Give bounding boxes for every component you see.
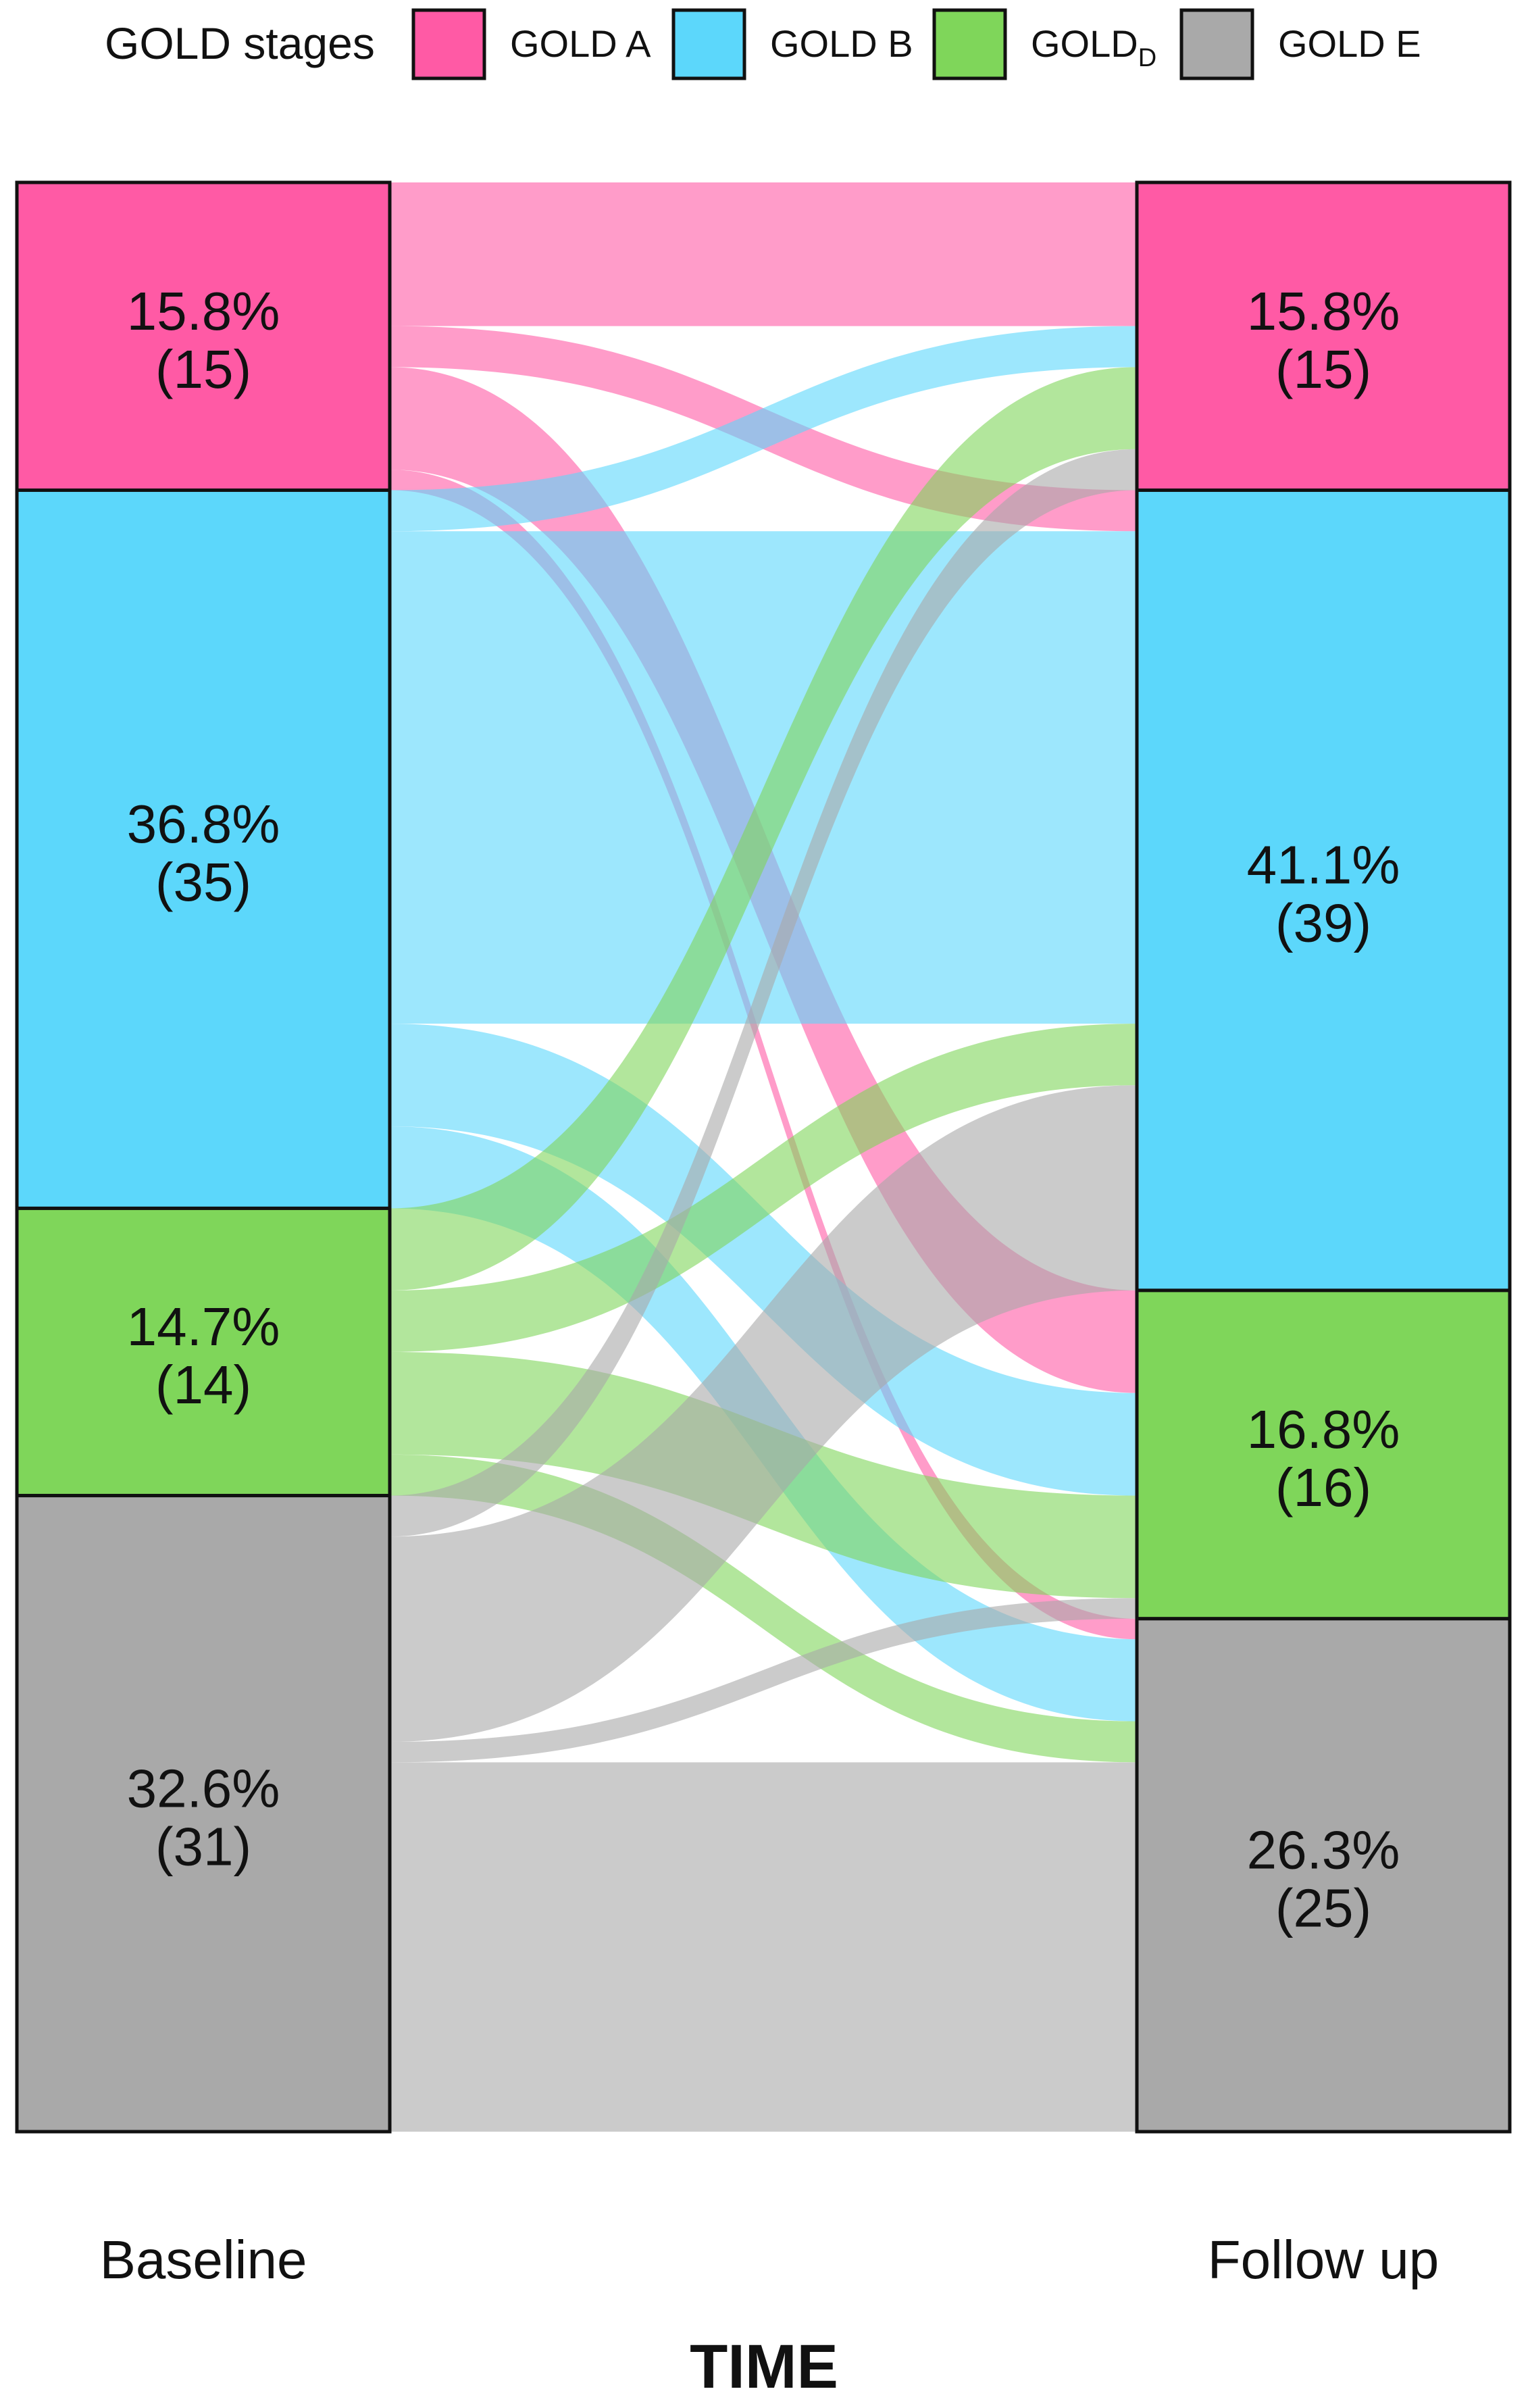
baseline-bar-gold-e: [15, 1494, 392, 2134]
follow-up-bar-gold-b: [1135, 488, 1512, 1293]
follow-up-percent-gold-b: 41.1%: [1247, 835, 1400, 895]
follow-up-percent-gold-e: 26.3%: [1247, 1820, 1400, 1880]
flow-gold-d-to-gold-b: [390, 1024, 1137, 1352]
legend-swatch-gold-a: [411, 8, 486, 80]
legend-label-subscript: D: [1138, 44, 1156, 72]
legend-label-main: GOLD: [1031, 22, 1138, 65]
x-axis-title: TIME: [690, 2332, 838, 2401]
flow-gold-d-to-gold-a: [390, 367, 1137, 1290]
baseline-percent-gold-b: 36.8%: [127, 794, 280, 854]
legend: GOLD stages GOLD A GOLD B GOLDD GOLD E: [105, 8, 1421, 80]
baseline-count-gold-a: (15): [155, 339, 251, 399]
legend-label-gold-d: GOLDD: [1031, 22, 1156, 72]
baseline-percent-gold-a: 15.8%: [127, 281, 280, 341]
baseline-percent-gold-d: 14.7%: [127, 1297, 280, 1357]
follow-up-count-gold-b: (39): [1275, 893, 1371, 953]
legend-label-gold-b: GOLD B: [770, 22, 913, 65]
flow-gold-d-to-gold-e: [390, 1454, 1137, 1763]
baseline-count-gold-d: (14): [155, 1355, 251, 1415]
baseline-bar-gold-d: [15, 1206, 392, 1498]
flow-gold-b-to-gold-b: [390, 531, 1137, 1024]
flow-gold-e-to-gold-e: [390, 1762, 1137, 2132]
flow-gold-a-to-gold-e: [390, 470, 1137, 1640]
follow-up-count-gold-e: (25): [1275, 1878, 1371, 1938]
baseline-percent-gold-e: 32.6%: [127, 1758, 280, 1818]
follow-up-bar-gold-a: [1135, 180, 1512, 493]
baseline-axis-label: Baseline: [100, 2230, 307, 2290]
flow-gold-e-to-gold-b: [390, 1085, 1137, 1742]
legend-label-gold-a: GOLD A: [510, 22, 651, 65]
follow-up-bar-gold-e: [1135, 1617, 1512, 2134]
follow-up-count-gold-d: (16): [1275, 1457, 1371, 1517]
legend-swatch-gold-d: [932, 8, 1007, 80]
legend-label-gold-e: GOLD E: [1278, 22, 1421, 65]
flow-gold-a-to-gold-a: [390, 182, 1137, 326]
follow-up-bar-gold-d: [1135, 1288, 1512, 1621]
follow-up-percent-gold-d: 16.8%: [1247, 1399, 1400, 1459]
baseline-count-gold-e: (31): [155, 1816, 251, 1876]
follow-up-count-gold-a: (15): [1275, 339, 1371, 399]
stage-bars: 15.8%(15)36.8%(35)14.7%(14)32.6%(31)Base…: [15, 180, 1512, 2290]
legend-swatch-gold-e: [1179, 8, 1254, 80]
flow-gold-e-to-gold-a: [390, 449, 1137, 1537]
legend-swatch-gold-b: [671, 8, 746, 80]
flow-gold-e-to-gold-d: [390, 1598, 1137, 1763]
flow-layer: [390, 182, 1137, 2132]
follow-up-axis-label: Follow up: [1208, 2230, 1439, 2290]
follow-up-percent-gold-a: 15.8%: [1247, 281, 1400, 341]
baseline-count-gold-b: (35): [155, 852, 251, 912]
flow-gold-b-to-gold-a: [390, 326, 1137, 532]
legend-title: GOLD stages: [105, 18, 375, 68]
